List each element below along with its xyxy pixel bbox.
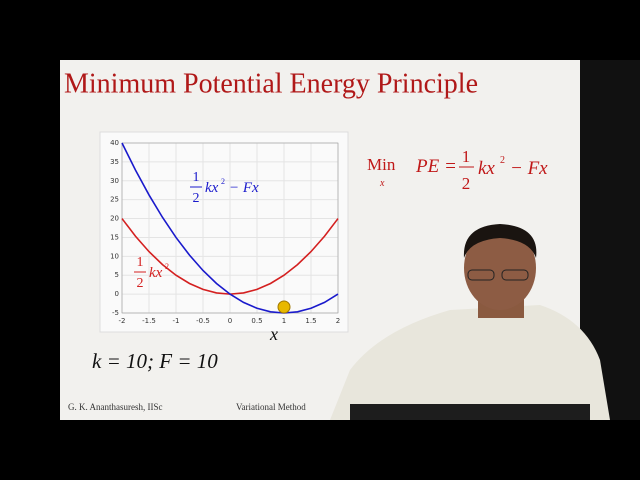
eq-num: 1 <box>462 147 471 166</box>
hair <box>463 224 537 258</box>
x-tick-label: 0.5 <box>251 317 262 325</box>
eq-sub: x <box>379 178 385 189</box>
label-den: 2 <box>193 191 200 206</box>
y-tick-label: 30 <box>110 177 119 185</box>
footer-course: Variational Method <box>236 402 306 412</box>
label-body: kx <box>149 265 163 281</box>
glasses <box>501 269 529 281</box>
slide-title: Minimum Potential Energy Principle <box>64 68 478 99</box>
x-tick-label: 1 <box>282 317 286 325</box>
x-tick-label: 1.5 <box>305 317 316 325</box>
eq-min: Min <box>367 155 396 174</box>
y-tick-label: 20 <box>110 215 119 223</box>
label-num: 1 <box>137 255 144 270</box>
curve <box>121 142 339 314</box>
y-tick-label: 25 <box>110 196 119 204</box>
label-num: 1 <box>193 170 200 185</box>
y-tick-label: -5 <box>112 309 119 317</box>
y-tick-label: 15 <box>110 233 119 241</box>
x-tick-label: 2 <box>336 317 340 325</box>
x-tick-label: -0.5 <box>196 317 210 325</box>
footer-author: G. K. Ananthasuresh, IISc <box>68 402 162 412</box>
x-tick-label: -1 <box>173 317 180 325</box>
y-tick-label: 10 <box>110 252 119 260</box>
eq-den: 2 <box>462 174 471 193</box>
y-tick-label: 40 <box>110 139 119 147</box>
eq-tail: − Fx <box>510 158 548 179</box>
x-tick-label: -2 <box>119 317 126 325</box>
x-tick-label: -1.5 <box>142 317 156 325</box>
shirt <box>330 305 610 420</box>
glasses <box>467 269 495 281</box>
y-tick-label: 35 <box>110 158 119 166</box>
plot-frame <box>99 131 349 333</box>
presenter <box>330 224 610 420</box>
ball <box>277 300 291 314</box>
axes-box <box>121 142 339 314</box>
head <box>464 226 536 310</box>
eq-body: kx <box>478 158 495 179</box>
eq-lhs: PE = <box>415 156 457 177</box>
label-den: 2 <box>137 276 144 291</box>
x-tick-label: 0 <box>228 317 232 325</box>
monitor <box>350 404 590 420</box>
label-exp: 2 <box>165 262 169 271</box>
label-body: kx <box>205 180 219 196</box>
params: k = 10; F = 10 <box>92 349 218 373</box>
label-tail: − Fx <box>229 180 259 196</box>
plot: -5 0 5 10 15 20 25 30 35 40 -2 -1.5 -1 -0.5 0 0.5 1 1.5 2 1… <box>110 139 340 325</box>
equation: Min x PE = 1 2 kx 2 − Fx <box>367 147 548 193</box>
y-tick-label: 5 <box>115 271 119 279</box>
label-exp: 2 <box>221 177 225 186</box>
y-tick-label: 0 <box>115 290 119 298</box>
x-axis-label: x <box>269 324 278 344</box>
eq-exp: 2 <box>500 155 505 166</box>
